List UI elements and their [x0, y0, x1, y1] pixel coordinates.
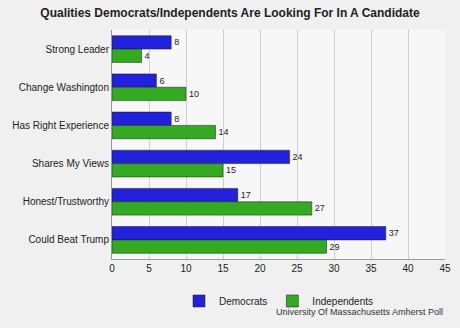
svg-text:30: 30 — [328, 263, 340, 274]
svg-text:5: 5 — [146, 263, 152, 274]
svg-text:10: 10 — [189, 89, 199, 99]
svg-text:29: 29 — [330, 242, 340, 252]
svg-text:10: 10 — [180, 263, 192, 274]
svg-text:Democrats: Democrats — [219, 296, 267, 307]
svg-text:Independents: Independents — [312, 296, 373, 307]
svg-text:15: 15 — [226, 165, 236, 175]
svg-text:14: 14 — [219, 127, 229, 137]
svg-text:4: 4 — [145, 51, 150, 61]
svg-text:Honest/Trustworthy: Honest/Trustworthy — [23, 196, 109, 207]
svg-text:27: 27 — [315, 203, 325, 213]
svg-text:40: 40 — [402, 263, 414, 274]
svg-text:35: 35 — [365, 263, 377, 274]
svg-text:24: 24 — [293, 152, 303, 162]
svg-text:45: 45 — [439, 263, 451, 274]
svg-text:37: 37 — [389, 228, 399, 238]
svg-text:Qualities Democrats/Independen: Qualities Democrats/Independents Are Loo… — [40, 6, 420, 20]
svg-text:8: 8 — [174, 114, 179, 124]
svg-text:Has Right Experience: Has Right Experience — [12, 120, 109, 131]
svg-text:8: 8 — [174, 37, 179, 47]
svg-text:0: 0 — [109, 263, 115, 274]
svg-text:17: 17 — [241, 190, 251, 200]
svg-text:Could Beat Trump: Could Beat Trump — [28, 234, 109, 245]
svg-text:University Of Massachusetts Am: University Of Massachusetts Amherst Poll — [276, 307, 443, 317]
svg-text:25: 25 — [291, 263, 303, 274]
svg-text:15: 15 — [217, 263, 229, 274]
svg-text:6: 6 — [159, 76, 164, 86]
svg-text:Change Washington: Change Washington — [19, 82, 109, 93]
svg-text:20: 20 — [254, 263, 266, 274]
svg-text:Shares My Views: Shares My Views — [32, 158, 109, 169]
svg-text:Strong Leader: Strong Leader — [46, 44, 110, 55]
